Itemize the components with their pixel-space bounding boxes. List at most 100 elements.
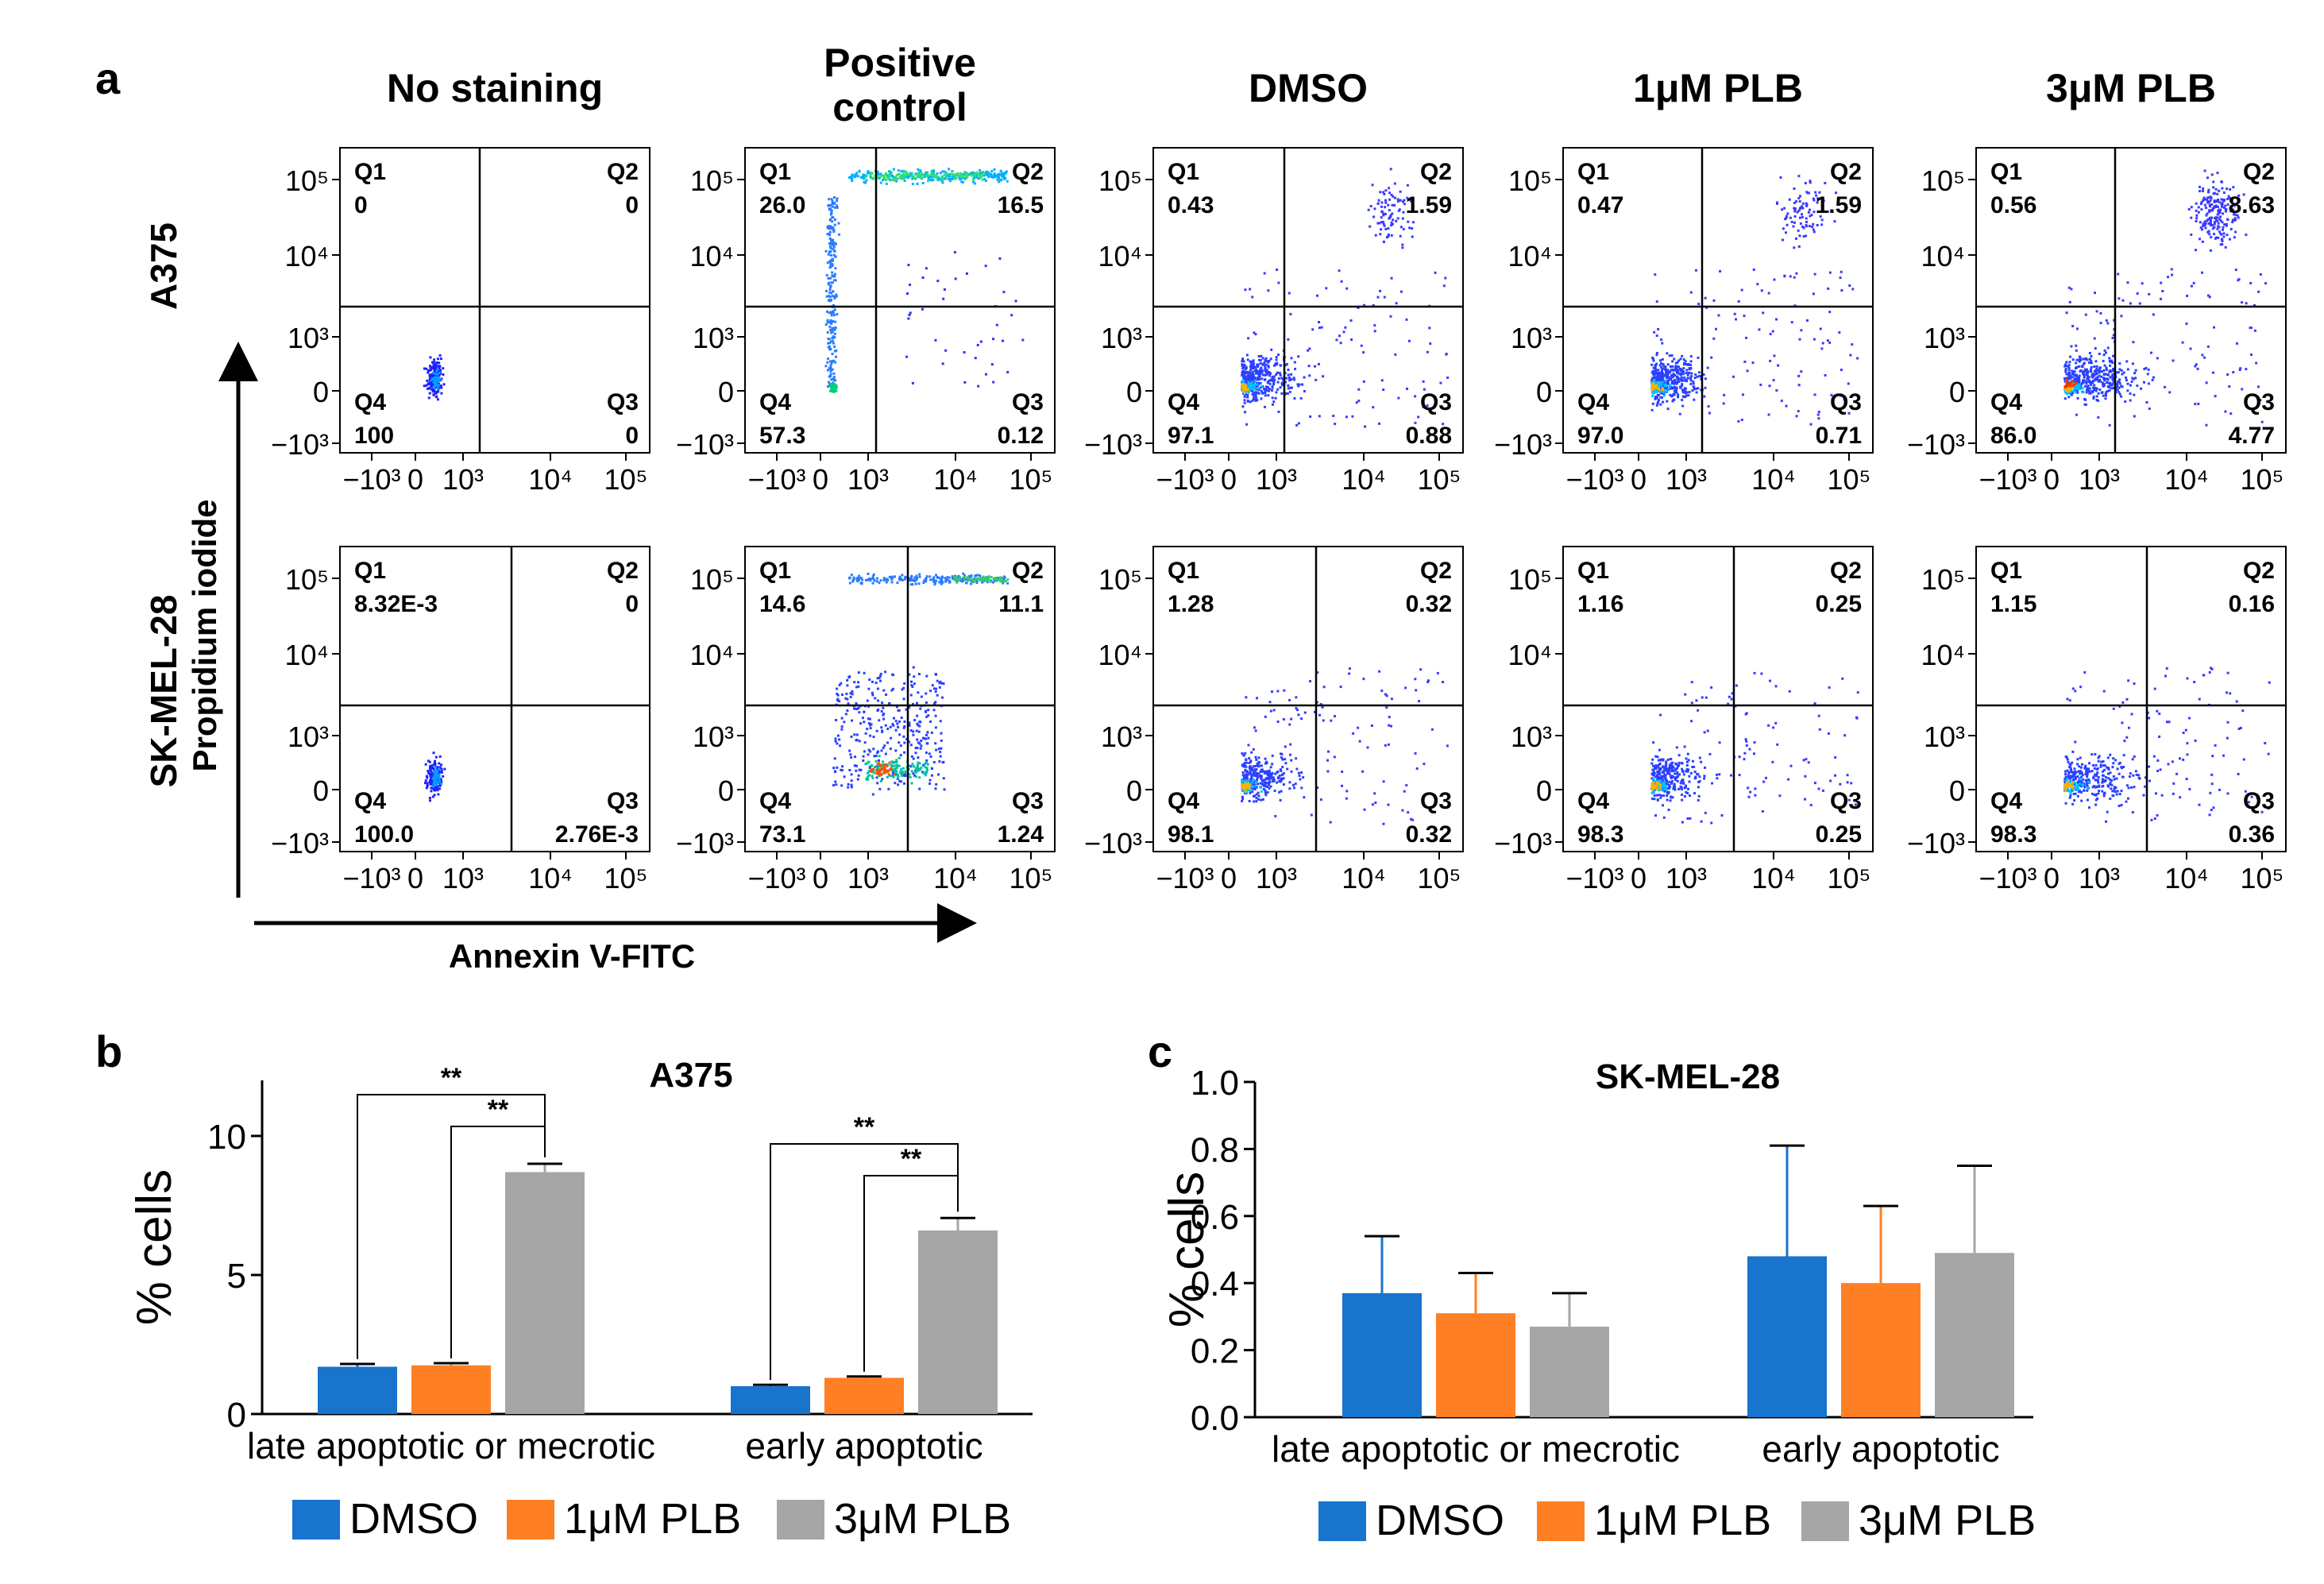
event-dot — [857, 574, 860, 578]
event-dot — [925, 771, 928, 775]
event-dot — [2090, 354, 2093, 357]
event-dot — [900, 170, 903, 173]
event-dot — [1290, 357, 1293, 360]
event-dot — [1652, 384, 1655, 388]
event-dot — [844, 713, 847, 716]
event-dot — [871, 777, 874, 780]
event-dot — [1651, 402, 1654, 405]
event-dot — [939, 751, 942, 754]
event-dot — [2075, 327, 2079, 330]
event-dot — [2084, 380, 2087, 383]
event-dot — [828, 226, 832, 229]
event-dot — [1658, 762, 1662, 765]
event-dot — [2152, 376, 2155, 379]
event-dot — [2120, 315, 2123, 318]
event-dot — [1669, 369, 1672, 373]
event-dot — [2221, 238, 2224, 241]
event-dot — [1257, 791, 1260, 794]
event-dot — [1741, 393, 1744, 396]
event-dot — [2095, 368, 2098, 371]
event-dot — [1318, 321, 1321, 324]
event-dot — [1243, 375, 1246, 378]
event-dot — [2237, 279, 2240, 282]
event-dot — [1366, 746, 1369, 749]
event-dot — [902, 726, 905, 729]
event-dot — [1246, 383, 1249, 386]
event-dot — [2089, 392, 2092, 395]
event-dot — [1660, 366, 1663, 369]
event-dot — [1683, 376, 1686, 379]
event-dot — [2086, 388, 2089, 392]
event-dot — [2231, 218, 2234, 222]
x-tick-label: 10³ — [847, 862, 889, 894]
event-dot — [2109, 364, 2112, 367]
event-dot — [875, 770, 878, 773]
event-dot — [2233, 213, 2236, 216]
event-dot — [949, 173, 952, 176]
event-dot — [1710, 821, 1713, 825]
event-dot — [1673, 389, 1676, 392]
event-dot — [1263, 771, 1266, 775]
event-dot — [2242, 193, 2245, 196]
event-dot — [2102, 360, 2105, 363]
y-tick-label: 10⁴ — [689, 639, 734, 671]
event-dot — [1703, 777, 1706, 780]
event-dot — [2106, 322, 2110, 325]
event-dot — [1284, 762, 1287, 765]
event-dot — [2099, 311, 2102, 315]
event-dot — [1678, 372, 1681, 375]
event-dot — [830, 238, 833, 241]
event-dot — [1345, 790, 1349, 793]
event-dot — [2229, 210, 2233, 213]
event-dot — [438, 374, 441, 377]
event-dot — [442, 775, 445, 778]
event-dot — [2070, 393, 2073, 396]
event-dot — [429, 381, 432, 384]
event-dot — [429, 769, 432, 772]
event-dot — [1275, 391, 1278, 394]
event-dot — [2264, 282, 2268, 285]
event-dot — [847, 782, 850, 786]
event-dot — [2199, 226, 2202, 230]
event-dot — [1771, 760, 1774, 763]
event-dot — [850, 735, 853, 738]
event-dot — [1847, 798, 1851, 802]
event-dot — [867, 778, 870, 781]
event-dot — [1681, 798, 1684, 802]
event-dot — [867, 770, 871, 773]
event-dot — [1264, 357, 1268, 360]
event-dot — [2224, 245, 2227, 249]
event-dot — [882, 713, 885, 717]
event-dot — [434, 786, 438, 789]
event-dot — [1705, 306, 1708, 309]
event-dot — [2211, 371, 2214, 374]
event-dot — [1338, 269, 1341, 272]
event-dot — [2099, 375, 2102, 378]
event-dot — [921, 771, 924, 774]
x-tick-label: 10⁴ — [528, 862, 573, 894]
event-dot — [862, 759, 865, 763]
event-dot — [427, 369, 430, 373]
event-dot — [1677, 393, 1680, 396]
event-dot — [1395, 302, 1398, 305]
quadrant-q3-name: Q3 — [1420, 788, 1452, 814]
event-dot — [1297, 713, 1300, 717]
event-dot — [855, 577, 859, 580]
event-dot — [863, 710, 866, 713]
event-dot — [430, 782, 434, 786]
event-dot — [1248, 757, 1251, 760]
event-dot — [1681, 793, 1684, 796]
event-dot — [2201, 271, 2204, 274]
event-dot — [960, 580, 963, 583]
event-dot — [1287, 384, 1290, 387]
event-dot — [2203, 169, 2206, 172]
event-dot — [2136, 292, 2139, 295]
event-dot — [1246, 773, 1249, 776]
event-dot — [2159, 297, 2162, 300]
event-dot — [1314, 365, 1317, 368]
event-dot — [2126, 382, 2129, 385]
event-dot — [1282, 772, 1285, 775]
event-dot — [2093, 384, 2096, 387]
event-dot — [1345, 415, 1348, 419]
event-dot — [1661, 357, 1664, 361]
